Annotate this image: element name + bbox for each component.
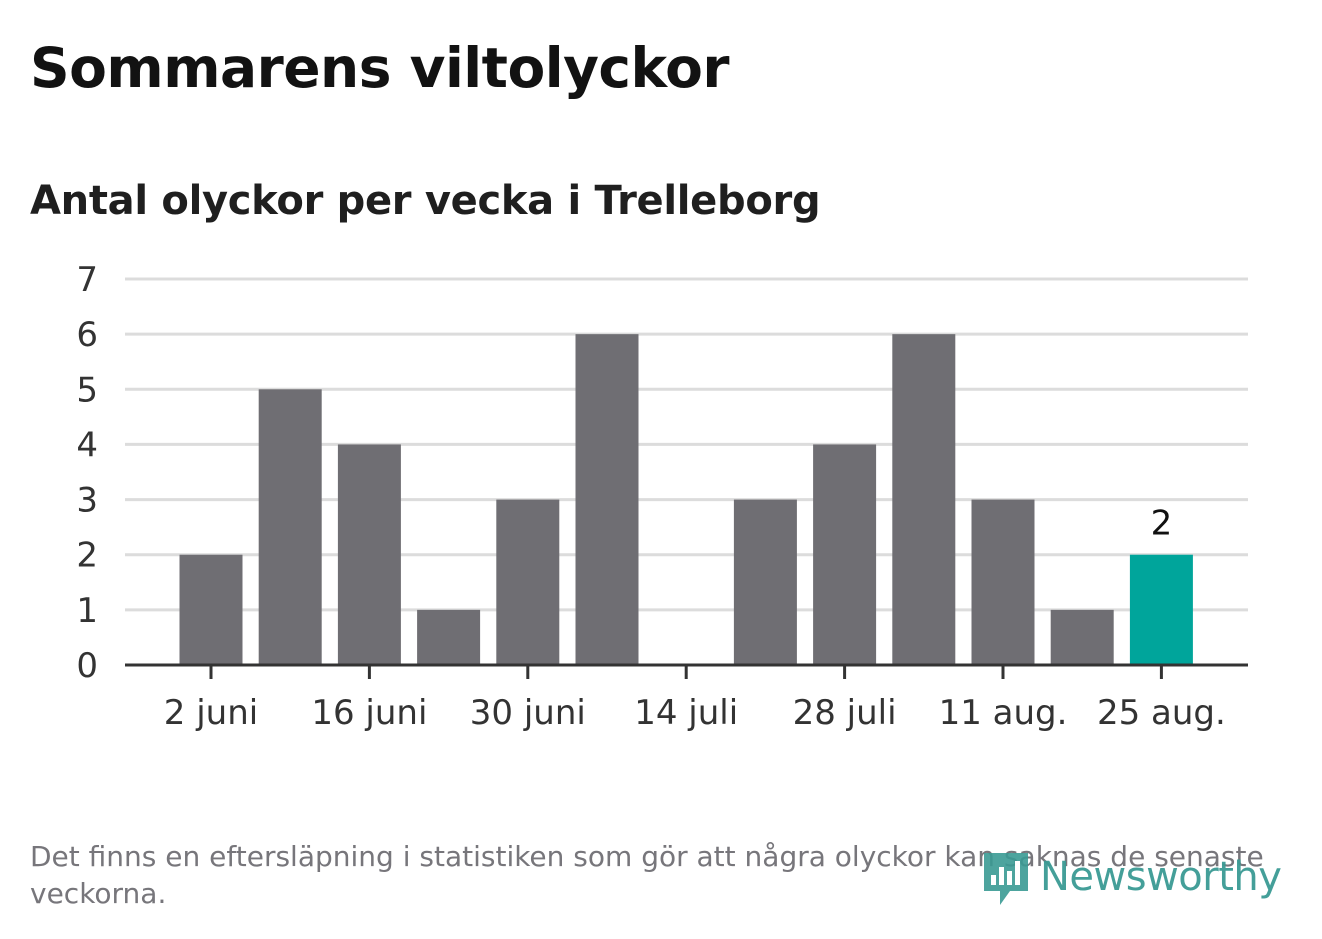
- y-tick-label: 4: [76, 425, 98, 465]
- bar: [258, 389, 322, 665]
- bar: [179, 554, 243, 665]
- bar: [496, 499, 560, 665]
- x-tick-label: 28 juli: [793, 693, 897, 733]
- chart-subtitle: Antal olyckor per vecka i Trelleborg: [30, 178, 821, 224]
- bar: [971, 499, 1035, 665]
- bar: [417, 609, 481, 665]
- data-labels: 2: [1148, 501, 1176, 547]
- footnote: Det finns en eftersläpning i statistiken…: [30, 840, 1264, 910]
- data-label: 2: [1151, 504, 1173, 544]
- bar: [575, 334, 639, 665]
- bar: [1050, 609, 1114, 665]
- y-tick-label: 6: [76, 315, 98, 355]
- newsworthy-logo: Newsworthy: [980, 845, 1282, 909]
- bar-highlighted: [1129, 554, 1193, 665]
- x-tick-label: 11 aug.: [939, 693, 1068, 733]
- bars: [179, 334, 1193, 665]
- bar: [733, 499, 797, 665]
- x-tick-label: 25 aug.: [1097, 693, 1226, 733]
- bar-chart-speech-bubble-icon: [984, 853, 1028, 905]
- y-tick-label: 3: [76, 481, 98, 521]
- bar-chart: 0 1 2 3 4 5 6 7 2 juni 16 juni 30 juni 14 juli 28 j…: [76, 260, 1248, 733]
- y-tick-label: 5: [76, 370, 98, 410]
- logo-text: Newsworthy: [1040, 854, 1282, 900]
- x-axis: [125, 663, 1248, 679]
- x-axis-tick-labels: 2 juni 16 juni 30 juni 14 juli 28 juli 11 aug…: [164, 693, 1226, 733]
- bar: [892, 334, 956, 665]
- x-tick-label: 16 juni: [311, 693, 427, 733]
- chart-title: Sommarens viltolyckor: [30, 36, 730, 100]
- bar: [813, 444, 877, 665]
- y-axis-tick-labels: 0 1 2 3 4 5 6 7: [76, 260, 98, 686]
- x-tick-label: 2 juni: [164, 693, 258, 733]
- y-tick-label: 1: [76, 591, 98, 631]
- bar: [337, 444, 401, 665]
- x-tick-label: 30 juni: [470, 693, 586, 733]
- y-tick-label: 2: [76, 536, 98, 576]
- x-tick-label: 14 juli: [634, 693, 738, 733]
- y-tick-label: 7: [76, 260, 98, 300]
- y-tick-label: 0: [76, 646, 98, 686]
